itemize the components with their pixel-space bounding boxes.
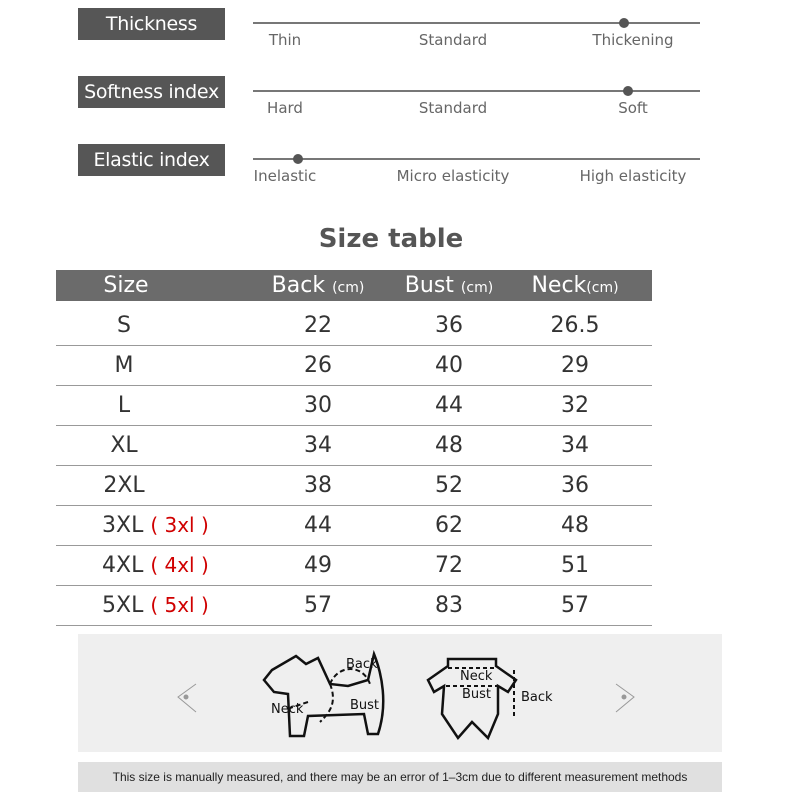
- cell-bust: 62: [435, 513, 463, 538]
- cell-size: XL: [110, 433, 138, 458]
- table-row: S 22 36 26.5: [56, 305, 652, 346]
- cell-neck: 29: [561, 353, 589, 378]
- index-option: Inelastic: [253, 167, 317, 185]
- cell-back: 57: [304, 593, 332, 618]
- measurement-diagram: Back Neck Bust Neck Bust Back: [78, 634, 722, 752]
- cell-back: 44: [304, 513, 332, 538]
- table-row: M 26 40 29: [56, 345, 652, 386]
- cell-size: 4XL ( 4xl ): [102, 553, 209, 578]
- table-header: Size Back (cm) Bust (cm) Neck(cm): [56, 270, 652, 301]
- cell-bust: 72: [435, 553, 463, 578]
- dog-bust-label: Bust: [350, 698, 379, 713]
- index-option: Micro elasticity: [396, 167, 510, 185]
- cell-neck: 26.5: [550, 313, 600, 338]
- cell-bust: 44: [435, 393, 463, 418]
- header-bust: Bust (cm): [404, 273, 494, 298]
- cell-bust: 48: [435, 433, 463, 458]
- cell-back: 34: [304, 433, 332, 458]
- index-marker: [292, 154, 303, 164]
- index-option: Standard: [418, 31, 488, 49]
- index-label: Elastic index: [78, 144, 225, 176]
- index-label: Thickness index: [78, 8, 225, 67]
- cell-back: 26: [304, 353, 332, 378]
- index-scale: [253, 86, 700, 96]
- cell-neck: 34: [561, 433, 589, 458]
- cell-neck: 32: [561, 393, 589, 418]
- index-option: Soft: [618, 99, 648, 117]
- garment-outline-icon: [426, 657, 518, 741]
- dog-back-label: Back: [346, 657, 378, 672]
- cell-neck: 51: [561, 553, 589, 578]
- header-back: Back (cm): [271, 273, 365, 298]
- index-option: Thickening: [592, 31, 674, 49]
- table-row: 4XL ( 4xl ) 49 72 51: [56, 545, 652, 586]
- cell-size: S: [117, 313, 131, 338]
- table-row: 5XL ( 5xl ) 57 83 57: [56, 585, 652, 626]
- cell-bust: 36: [435, 313, 463, 338]
- index-scale: [253, 18, 700, 28]
- cell-back: 30: [304, 393, 332, 418]
- cell-neck: 36: [561, 473, 589, 498]
- garment-bust-label: Bust: [462, 687, 491, 702]
- index-option: Thin: [268, 31, 302, 49]
- cell-size: 3XL ( 3xl ): [102, 513, 209, 538]
- dog-neck-label: Neck: [271, 702, 304, 717]
- index-scale: [253, 154, 700, 164]
- header-neck: Neck(cm): [531, 273, 619, 298]
- size-table-title: Size table: [318, 224, 464, 254]
- header-size: Size: [103, 273, 149, 298]
- garment-back-label: Back: [521, 690, 553, 705]
- index-marker: [619, 18, 629, 28]
- table-row: 2XL 38 52 36: [56, 465, 652, 506]
- table-row: L 30 44 32: [56, 385, 652, 426]
- right-decor-icon: [615, 683, 635, 713]
- index-label: Softness index: [78, 76, 225, 108]
- table-row: XL 34 48 34: [56, 425, 652, 466]
- cell-bust: 52: [435, 473, 463, 498]
- index-marker: [623, 86, 634, 96]
- cell-size: L: [117, 393, 131, 418]
- cell-size: M: [114, 353, 134, 378]
- dog-outline-icon: [262, 649, 385, 738]
- cell-size: 2XL: [103, 473, 145, 498]
- left-decor-icon: [177, 683, 197, 713]
- cell-back: 38: [304, 473, 332, 498]
- cell-neck: 57: [561, 593, 589, 618]
- measurement-note: This size is manually measured, and ther…: [78, 762, 722, 792]
- index-option: Standard: [418, 99, 488, 117]
- cell-back: 22: [304, 313, 332, 338]
- cell-bust: 83: [435, 593, 463, 618]
- index-option: High elasticity: [579, 167, 687, 185]
- cell-back: 49: [304, 553, 332, 578]
- cell-neck: 48: [561, 513, 589, 538]
- cell-size: 5XL ( 5xl ): [102, 593, 209, 618]
- table-row: 3XL ( 3xl ) 44 62 48: [56, 505, 652, 546]
- garment-neck-label: Neck: [460, 669, 493, 684]
- cell-bust: 40: [435, 353, 463, 378]
- index-option: Hard: [267, 99, 303, 117]
